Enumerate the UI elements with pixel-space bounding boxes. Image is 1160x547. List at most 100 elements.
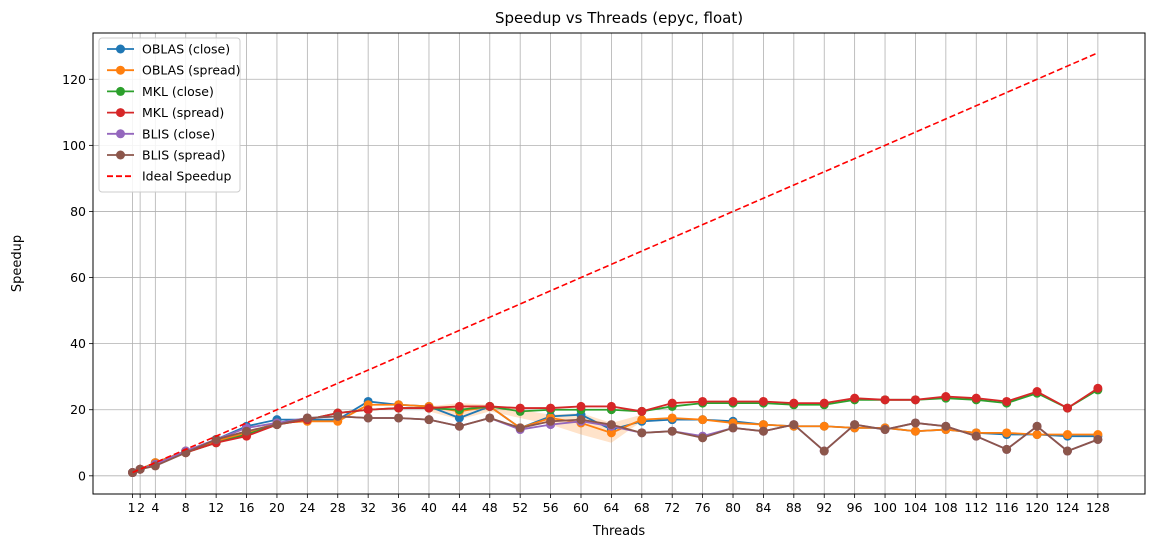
y-tick-label: 120 [62,72,86,87]
y-tick-label: 0 [78,468,86,483]
data-point [728,423,738,433]
confidence-band [428,403,642,443]
legend-swatch-marker [116,86,125,96]
data-point [576,401,586,411]
data-point [302,413,312,423]
x-tick-label: 1 [128,500,136,515]
data-point [454,401,464,411]
data-point [1002,428,1012,438]
data-point [515,423,525,433]
x-tick-label: 56 [543,500,559,515]
data-point [424,415,434,425]
x-tick-label: 116 [995,500,1019,515]
data-point [637,415,647,425]
x-tick-label: 60 [573,500,589,515]
y-ticks: 0 20 40 60 80 100 120 [62,72,93,483]
legend-label: BLIS (close) [142,126,215,141]
data-point [135,464,145,474]
data-point [485,401,495,411]
data-point [819,446,829,456]
legend-swatch-marker [116,108,125,118]
data-point [485,413,495,423]
legend-swatch-marker [116,44,125,54]
data-point [606,420,616,430]
x-tick-label: 92 [816,500,832,515]
legend-label: MKL (close) [142,84,214,99]
data-point [941,392,951,402]
data-point [789,398,799,408]
legend-entry: OBLAS (spread) [107,63,240,78]
series-lines [128,52,1103,478]
x-tick-label: 124 [1056,500,1080,515]
y-tick-label: 20 [70,402,86,417]
data-point [758,426,768,436]
series-line [132,415,1099,474]
data-point [698,415,708,425]
x-tick-label: 80 [725,500,741,515]
data-point [1062,403,1072,413]
x-tick-label: 44 [451,500,467,515]
legend-swatch-marker [116,129,125,139]
data-point [272,420,282,430]
series-line [132,52,1099,474]
legend-entry: BLIS (close) [107,126,215,141]
data-point [971,431,981,441]
legend-entry: BLIS (spread) [107,148,225,163]
x-tick-label: 24 [299,500,315,515]
data-point [1093,383,1103,393]
chart-title: Speedup vs Threads (epyc, float) [495,9,743,27]
series-5 [128,411,1103,478]
legend-label: OBLAS (close) [142,42,230,57]
x-tick-label: 64 [603,500,619,515]
x-tick-label: 108 [934,500,958,515]
series-6 [132,52,1099,474]
data-point [850,393,860,403]
data-point [941,421,951,431]
x-tick-label: 16 [239,500,255,515]
series-line [132,387,1099,474]
data-point [667,398,677,408]
x-tick-label: 52 [512,500,528,515]
data-point [789,420,799,430]
data-point [454,421,464,431]
legend-swatch-marker [116,65,125,75]
data-point [1002,444,1012,454]
legend: OBLAS (close) OBLAS (spread) MKL (close) MK… [98,37,241,193]
data-point [1062,430,1072,440]
x-tick-label: 100 [873,500,897,515]
x-tick-label: 48 [482,500,498,515]
x-tick-label: 88 [786,500,802,515]
data-point [546,403,556,413]
data-point [394,403,404,413]
plot-frame [92,32,1146,495]
data-point [363,413,373,423]
y-tick-label: 80 [70,204,86,219]
x-tick-label: 72 [664,500,680,515]
x-tick-label: 128 [1086,500,1110,515]
data-point [242,426,252,436]
data-point [728,396,738,406]
data-point [637,406,647,416]
data-point [850,420,860,430]
data-point [424,403,434,413]
data-point [971,393,981,403]
data-point [606,401,616,411]
x-tick-label: 112 [964,500,988,515]
x-tick-label: 8 [182,500,190,515]
legend-label: OBLAS (spread) [142,63,240,78]
data-point [1032,421,1042,431]
data-point [515,403,525,413]
data-point [819,421,829,431]
data-point [576,415,586,425]
legend-label: Ideal Speedup [142,169,232,184]
x-tick-label: 12 [208,500,224,515]
data-point [546,416,556,426]
data-point [606,428,616,438]
y-tick-label: 60 [70,270,86,285]
data-point [698,433,708,443]
x-tick-label: 68 [634,500,650,515]
data-point [637,428,647,438]
data-point [150,461,160,471]
data-point [211,434,221,444]
